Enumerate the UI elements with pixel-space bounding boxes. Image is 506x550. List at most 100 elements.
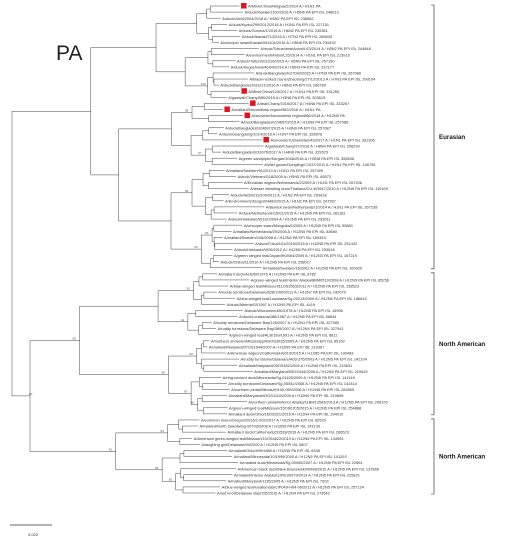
tip-label: A/ruddy turnstone/Delaware Bay/126/2007 …	[213, 320, 340, 325]
support-value: 95	[185, 189, 189, 193]
support-value: 81	[109, 447, 113, 451]
support-value: 80	[29, 392, 33, 396]
clade-bracket	[431, 418, 435, 495]
highlight-marker	[263, 136, 269, 143]
tip-label: A/teal/Chany/1016/2017 A / H4N6 PA EPI I…	[257, 101, 349, 106]
tip-label: A/mallard/Netherlands/29/2006 A / H12N5 …	[233, 229, 338, 234]
tip-label: A/duck/Bangladesh/33676/2017 A / H4N6 PA…	[223, 150, 329, 155]
tip-label: A/ruddy turnstone/Delaware/A03-376/2003 …	[241, 357, 368, 362]
tip-label: A/mallard/Maryland/1135/2005 A / H12N5 P…	[228, 478, 329, 483]
tip-label: A/American green-winged teal/Missouri/10…	[194, 436, 344, 441]
tip-label: A/mallard/Sweden/16/2002 A / H12N5 PA EP…	[263, 265, 363, 270]
tip-label: A/Mink/China/124/2017 A / H1N1 PA EPI IS…	[248, 89, 339, 94]
tip-label: A/northern shoveler/Mississippi/09OS3025…	[211, 338, 345, 343]
tip-label: A/duck/Aichi/2004/2018 A / H5N2 PA EPI I…	[222, 16, 313, 21]
tip-label: A/green sandpiper/Kurgan/1048/2018 A / H…	[239, 156, 354, 161]
tip-label: A/ruddy turnstone/Delaware/Sg-00542/2008…	[228, 381, 357, 386]
tip-labels: A/Mink/China/Ningxia/2/2014 A / H1N1 PAA…	[194, 3, 389, 496]
tip-label: A/mallard/Ohio/499/1988 A / H12N5 PA EPI…	[229, 448, 320, 453]
tip-label: A/mallard/Maryland/09OS444/2006 A / H12N…	[254, 369, 367, 374]
tip-label: A/gadwall/Chany/97/2016 A / H8N4 PA EPI …	[265, 144, 360, 149]
tip-label: A/laughing gull/Delaware/94/2000 A / H12…	[201, 442, 307, 447]
tip-label: A/duck/Louisiana/188/1987 A / H12N5 PA E…	[239, 314, 337, 319]
tip-label: A/shoveler/Uzbekistan/43/2017 A / H1N1 P…	[270, 138, 374, 143]
support-value: 90	[190, 352, 194, 356]
tip-label: A/mallard/Novosibirsk region/962/2018 A …	[231, 107, 321, 112]
tip-label: A/duck/Guangdong/1014/2016 A / H1N7 PA E…	[219, 131, 322, 136]
tip-label: A/duck/Bangladesh/31221/2016 A / H6N2 PA…	[220, 83, 326, 88]
tip-label: A/Environment/Jiangxi/04489/2015 A / H1N…	[225, 198, 336, 203]
support-value: 93	[194, 245, 198, 249]
tip-label: A/mallard duck/Ohio/16OS921/2016 A / H12…	[228, 411, 344, 416]
support-value: 82	[155, 466, 159, 470]
clade-label: Eurasian	[439, 134, 465, 141]
tip-label: A/American black duck/New Brunswick/0099…	[237, 466, 378, 471]
tip-label: A/whooper swan/Mongolia/2/2005 A / H12N5…	[244, 223, 354, 228]
tip-label: A/duck/Wisconsin/480/1978 A / H12N5 PA E…	[244, 308, 342, 313]
support-value: 83	[169, 478, 173, 482]
tip-label: A/lesser whistling duck/Thailand/CU-W394…	[250, 186, 388, 191]
support-value: 85	[73, 336, 77, 340]
tip-label: A/green-winged teal/Interior Alaska/8BM0…	[251, 278, 389, 283]
tip-label: A/Eurasian wigeon/Netherlands/2/2009 A /…	[244, 180, 362, 185]
clade-brackets: Eurasian North American North American	[431, 4, 485, 495]
tip-label: A/duck/Tokushima/Anhui/L63/2014 A / H5N2…	[260, 46, 370, 51]
clade-bracket	[431, 272, 435, 416]
tip-label: A/mallard/Maryland/09OS482/2006 A / H12N…	[239, 363, 352, 368]
tip-label: A/duck/Bangladesh/27042/2015 A / H7N9 PA…	[256, 71, 362, 76]
tip-label: A/ring-necked duck/Minnesota/Sg-01195/20…	[223, 375, 355, 380]
support-value: 97	[198, 151, 202, 155]
tip-label: A/environment/Anhui/L25/2014 A / H1N1 PA…	[246, 52, 350, 57]
support-value: 86	[162, 371, 166, 375]
tip-label: A/duck/Bangladesh/24697/2015 A / H3N9 PA…	[225, 125, 331, 130]
tip-label: A/American wigeon/California/HS010/2015 …	[227, 351, 353, 356]
tip-label: A/duck/Chiba/11/2010 A / H12N5 PA EPI IS…	[220, 259, 311, 264]
clade-label: North American	[439, 341, 485, 348]
tip-label: A/duck/Aichi/211/209/2011 A / H1N2 PA EP…	[231, 192, 327, 197]
tip-label: A/duck/Hokkaido/W26/2012 A / H12N5 PA EP…	[234, 247, 335, 252]
tip-label: A/duck/Ibaraki/71/2016 A / H7N2 PA EPI I…	[242, 34, 332, 39]
highlight-marker	[241, 3, 247, 9]
highlight-marker	[244, 112, 251, 119]
tip-label: A/mallard/Sweden/91/2013 A / H1N1 PA EPI…	[226, 168, 323, 173]
tip-label: A/duck/Gunma/1/2016 A / H6N2 PA EPI ISL …	[239, 28, 328, 33]
tip-label: A/shoveler/Novosibirsk region/866/2018 A…	[252, 113, 346, 118]
scale-bar: 0.020	[10, 524, 52, 537]
tip-label: A/blue-winged teal/Louisiana/Sg-00213/20…	[237, 296, 367, 301]
tip-label: A/mallard/Minnesota/10/1999/2000 A / H12…	[234, 454, 347, 459]
highlight-marker	[224, 106, 230, 112]
clade-label: North American	[439, 453, 485, 460]
tip-label: A/northern pintail/Interior Alaska/11BM1…	[248, 399, 387, 404]
tip-label: A/common murre/Oregon/2016/1-002/2017 A …	[201, 418, 326, 423]
tip-label: A/Mink/China/Ningxia/2/2014 A / H1N1 PA	[248, 4, 321, 9]
tip-label: A/wild goose/Dongting/C1037/2011 A / H1N…	[264, 162, 375, 167]
tip-label: A/duck/Tottori/311016/2015 A / H5N9 PA E…	[237, 58, 335, 63]
tip-label: A/duck/Ibaraki/1100/2016 A / H5N6 PA EPI…	[245, 10, 339, 15]
support-values: 100 98 97 95 94 93 92 91 90 88 87 86 85 84 83 82 81 80	[29, 82, 209, 482]
tree-branches	[11, 5, 265, 494]
support-value: 92	[187, 287, 191, 291]
tip-label: A/duck/Kyoto/299/2012/2016 A / H1N1 PA E…	[229, 22, 329, 27]
tip-label: A/blue-winged teal/Guatemala/CIP049-H04-…	[222, 485, 365, 490]
tip-label: A/mallard/Interior Alaska/12ML00079/2013…	[234, 472, 360, 477]
tip-label: A/northern pintail/Illinois/HI100-069/20…	[231, 387, 354, 392]
highlight-marker	[241, 88, 247, 94]
tip-label: A/duck/Vietnam/G18/2009 A / H5N5 PA EPI …	[237, 174, 331, 179]
support-value: 98	[185, 109, 189, 113]
tip-label: A/duck/Kagoshima/46/04/2014 A / H5N3 PA …	[231, 64, 334, 69]
support-value: 94	[205, 231, 209, 235]
support-value: 84	[161, 429, 165, 433]
tip-label: A/mallard duck/ALB/60/1976 A / H12N5 PA …	[218, 271, 316, 276]
scale-bar-label: 0.020	[28, 532, 39, 537]
support-value: 91	[181, 318, 185, 322]
tip-label: A/duck/Alberta/G01997 A / H12N5 PA EPI I…	[227, 302, 315, 307]
tip-label: A/green-winged teal/ALB/199/1991 A / H12…	[229, 332, 337, 337]
tip-label: A/mallard/Maryland/07OS1544/2007 A / H12…	[209, 345, 325, 350]
tip-label: A/black-necked crane/Zhaotong/27/12/2013…	[249, 77, 376, 82]
support-value: 100	[201, 82, 206, 86]
tip-label: A/mallard/North Dakota/Sg-00703/2008 A /…	[200, 424, 320, 429]
tip-label: A/green winged teal/Japan/9K0064/2009 A …	[234, 253, 357, 258]
tip-label: A/ruddy turnstone/Delaware/628/1990/2011…	[218, 290, 346, 295]
tip-label: A/mallard duck/California/UCD539/2016 A …	[227, 430, 349, 435]
